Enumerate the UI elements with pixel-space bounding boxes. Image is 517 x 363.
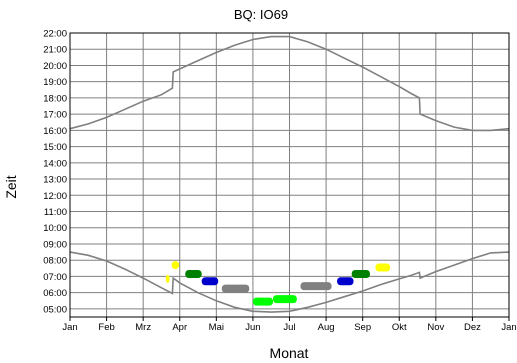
y-tick-label: 17:00: [43, 110, 67, 121]
x-tick-label: Mai: [209, 322, 224, 333]
x-tick-label: Jan: [62, 322, 77, 333]
y-tick-label: 21:00: [43, 45, 67, 56]
x-tick-label: Apr: [172, 322, 187, 333]
x-tick-label: Jan: [501, 322, 516, 333]
observation-mark: [337, 277, 354, 286]
x-tick-label: Mrz: [135, 322, 151, 333]
y-tick-label: 10:00: [43, 223, 67, 234]
observation-mark: [201, 277, 219, 286]
y-tick-label: 09:00: [43, 239, 67, 250]
y-tick-label: 07:00: [43, 272, 67, 283]
sunrise-curve: [69, 251, 510, 313]
observations: [165, 261, 391, 306]
chart-title: BQ: IO69: [234, 7, 288, 22]
x-tick-label: Sep: [354, 322, 371, 333]
y-tick-label: 16:00: [43, 126, 67, 137]
curves: [69, 35, 510, 313]
x-tick-label: Nov: [427, 322, 444, 333]
x-tick-label: Jul: [283, 322, 295, 333]
x-tick-labels: Jan Feb Mrz Apr Mai Jun Jul Aug Sep Okt Nov Dez Jan: [62, 322, 516, 333]
sunset-curve: [69, 35, 510, 132]
x-tick-label: Feb: [98, 322, 114, 333]
x-axis-title: Monat: [270, 345, 309, 361]
y-tick-label: 19:00: [43, 77, 67, 88]
y-tick-label: 06:00: [43, 288, 67, 299]
grid: [69, 32, 510, 321]
observation-mark: [351, 269, 370, 278]
observation-mark: [252, 297, 274, 306]
y-tick-label: 22:00: [43, 29, 67, 40]
observation-mark: [221, 284, 250, 293]
y-tick-label: 15:00: [43, 142, 67, 153]
observation-mark: [300, 282, 332, 291]
observation-mark: [171, 261, 180, 270]
y-axis-title: Zeit: [3, 175, 19, 198]
y-tick-label: 18:00: [43, 93, 67, 104]
x-tick-label: Jun: [245, 322, 260, 333]
observation-mark: [375, 263, 391, 272]
x-tick-label: Dez: [464, 322, 481, 333]
x-tick-label: Okt: [392, 322, 407, 333]
y-tick-labels: 05:00 06:00 07:00 08:00 09:00 10:00 11:00 12:00…: [43, 29, 67, 316]
y-tick-label: 11:00: [44, 207, 67, 218]
y-tick-label: 13:00: [43, 175, 67, 186]
y-tick-label: 08:00: [43, 256, 67, 267]
observation-mark: [185, 269, 202, 278]
plot-frame: [69, 32, 510, 318]
y-tick-label: 20:00: [43, 61, 67, 72]
y-tick-label: 14:00: [43, 158, 67, 169]
y-tick-label: 05:00: [43, 304, 67, 315]
y-tick-label: 12:00: [43, 191, 67, 202]
observation-mark: [273, 295, 297, 304]
x-tick-label: Aug: [318, 322, 335, 333]
observation-mark: [165, 274, 170, 283]
